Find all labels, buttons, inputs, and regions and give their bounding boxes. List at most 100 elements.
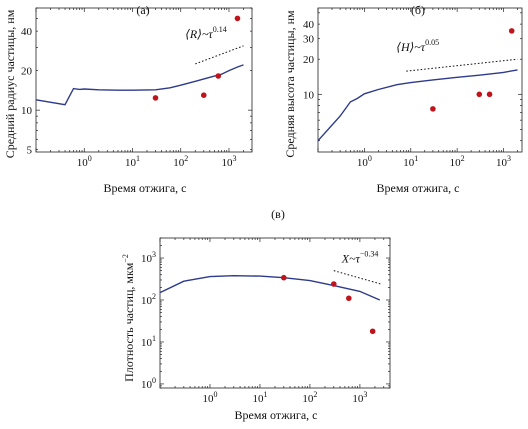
panel-a-xlabel: Время отжига, с	[104, 181, 187, 195]
data-point	[281, 274, 287, 281]
x-tick-label: 102	[450, 154, 465, 169]
x-tick-label-exp: 0	[368, 154, 372, 163]
data-point	[346, 295, 352, 302]
plot-frame	[317, 7, 523, 153]
y-tick-label: 20	[21, 66, 33, 78]
trend-label: ⟨R⟩~τ0.14	[185, 25, 226, 41]
panel-b-xlabel: Время отжига, с	[377, 181, 460, 195]
y-tick-label-base: 10	[141, 253, 153, 265]
x-tick-label: 101	[403, 154, 418, 169]
trend-label-base: ⟨R⟩~τ	[185, 27, 213, 41]
trend-label-exp: 0.05	[425, 38, 439, 47]
x-tick-label-base: 10	[357, 157, 369, 169]
x-tick-label-base: 10	[173, 157, 185, 169]
panel-b-label: (б)	[411, 3, 425, 17]
x-tick-label: 102	[302, 390, 317, 405]
data-point	[215, 73, 222, 79]
y-tick-label-exp: 1	[152, 334, 156, 343]
y-tick-label: 10	[21, 105, 33, 117]
y-tick-label-exp: 0	[152, 376, 156, 385]
y-tick-label: 40	[21, 26, 33, 38]
x-tick-label: 102	[173, 154, 188, 169]
data-point	[330, 281, 337, 287]
y-tick-label: 5	[27, 145, 33, 157]
y-tick-label-base: 10	[141, 379, 153, 391]
x-tick-label: 100	[202, 390, 217, 405]
x-tick-label-exp: 2	[313, 390, 317, 399]
x-tick-label-base: 10	[403, 157, 415, 169]
data-point	[200, 92, 207, 98]
trend-line	[406, 58, 518, 72]
y-tick-label: 20	[303, 54, 315, 66]
panel-a-label: (а)	[136, 3, 149, 17]
y-tick-label: 30	[303, 34, 315, 46]
panel-b-ylabel: Средняя высота частицы, нм	[283, 10, 297, 158]
x-tick-label-exp: 3	[507, 154, 511, 163]
x-tick-label-exp: 1	[136, 154, 140, 163]
x-tick-label-exp: 2	[184, 154, 188, 163]
data-point	[152, 95, 159, 101]
trend-label: X~τ−0.34	[341, 250, 379, 266]
x-tick-label-base: 10	[77, 157, 89, 169]
x-tick-label: 103	[496, 154, 511, 169]
x-tick-label-base: 10	[221, 157, 233, 169]
y-tick-label-exp: 2	[152, 292, 156, 301]
x-tick-label-exp: 0	[88, 154, 92, 163]
trend-label: ⟨H⟩~τ0.05	[396, 38, 439, 54]
y-tick-label: 103	[141, 250, 156, 265]
x-tick-label: 103	[221, 154, 236, 169]
x-tick-label-base: 10	[496, 157, 508, 169]
x-tick-label-exp: 1	[263, 390, 267, 399]
x-tick-label: 101	[252, 390, 267, 405]
data-point	[476, 91, 483, 98]
trend-line	[195, 45, 244, 65]
y-tick-label-base: 10	[141, 295, 153, 307]
plot-frame	[35, 7, 253, 153]
x-tick-label-base: 10	[450, 157, 462, 169]
x-tick-label-base: 10	[252, 393, 264, 405]
x-tick-label: 100	[77, 154, 92, 169]
x-tick-label-exp: 3	[363, 390, 367, 399]
x-tick-label-base: 10	[202, 393, 214, 405]
y-tick-label-exp: 3	[152, 250, 156, 259]
data-point	[508, 28, 515, 34]
panel-c-ylabel-base: Плотность частиц, мкм	[122, 262, 136, 382]
trend-label-base: ⟨H⟩~τ	[396, 40, 426, 54]
data-point	[369, 328, 376, 335]
x-tick-label: 101	[125, 154, 140, 169]
x-tick-label-exp: 0	[213, 390, 217, 399]
x-tick-label-exp: 3	[232, 154, 236, 163]
panel-a-ylabel: Средний радиус частицы, нм	[3, 9, 17, 158]
data-point	[486, 91, 493, 98]
trend-label-base: X~τ	[341, 252, 361, 266]
series-line	[159, 274, 381, 301]
panel-c-label: (в)	[271, 207, 285, 221]
x-tick-label: 100	[357, 154, 372, 169]
y-tick-label: 100	[141, 376, 156, 391]
trend-label-exp: 0.14	[213, 25, 227, 34]
x-tick-label-base: 10	[125, 157, 137, 169]
data-point	[430, 106, 436, 112]
trend-label-exp: −0.34	[360, 250, 379, 259]
x-tick-label-base: 10	[302, 393, 314, 405]
panel-c-ylabel: Плотность частиц, мкм−2	[121, 254, 136, 382]
y-tick-label-base: 10	[141, 337, 153, 349]
trend-line	[333, 270, 383, 285]
y-tick-label: 10	[303, 89, 315, 101]
x-tick-label-base: 10	[352, 393, 364, 405]
y-tick-label: 102	[141, 292, 156, 307]
data-point	[234, 15, 241, 22]
x-tick-label: 103	[352, 390, 367, 405]
panel-c-xlabel: Время отжига, с	[235, 408, 318, 422]
series-line	[317, 69, 518, 142]
series-line	[35, 64, 244, 106]
x-tick-label-exp: 1	[414, 154, 418, 163]
y-tick-label: 40	[303, 19, 315, 31]
panel-c-ylabel-exp: −2	[121, 254, 130, 263]
